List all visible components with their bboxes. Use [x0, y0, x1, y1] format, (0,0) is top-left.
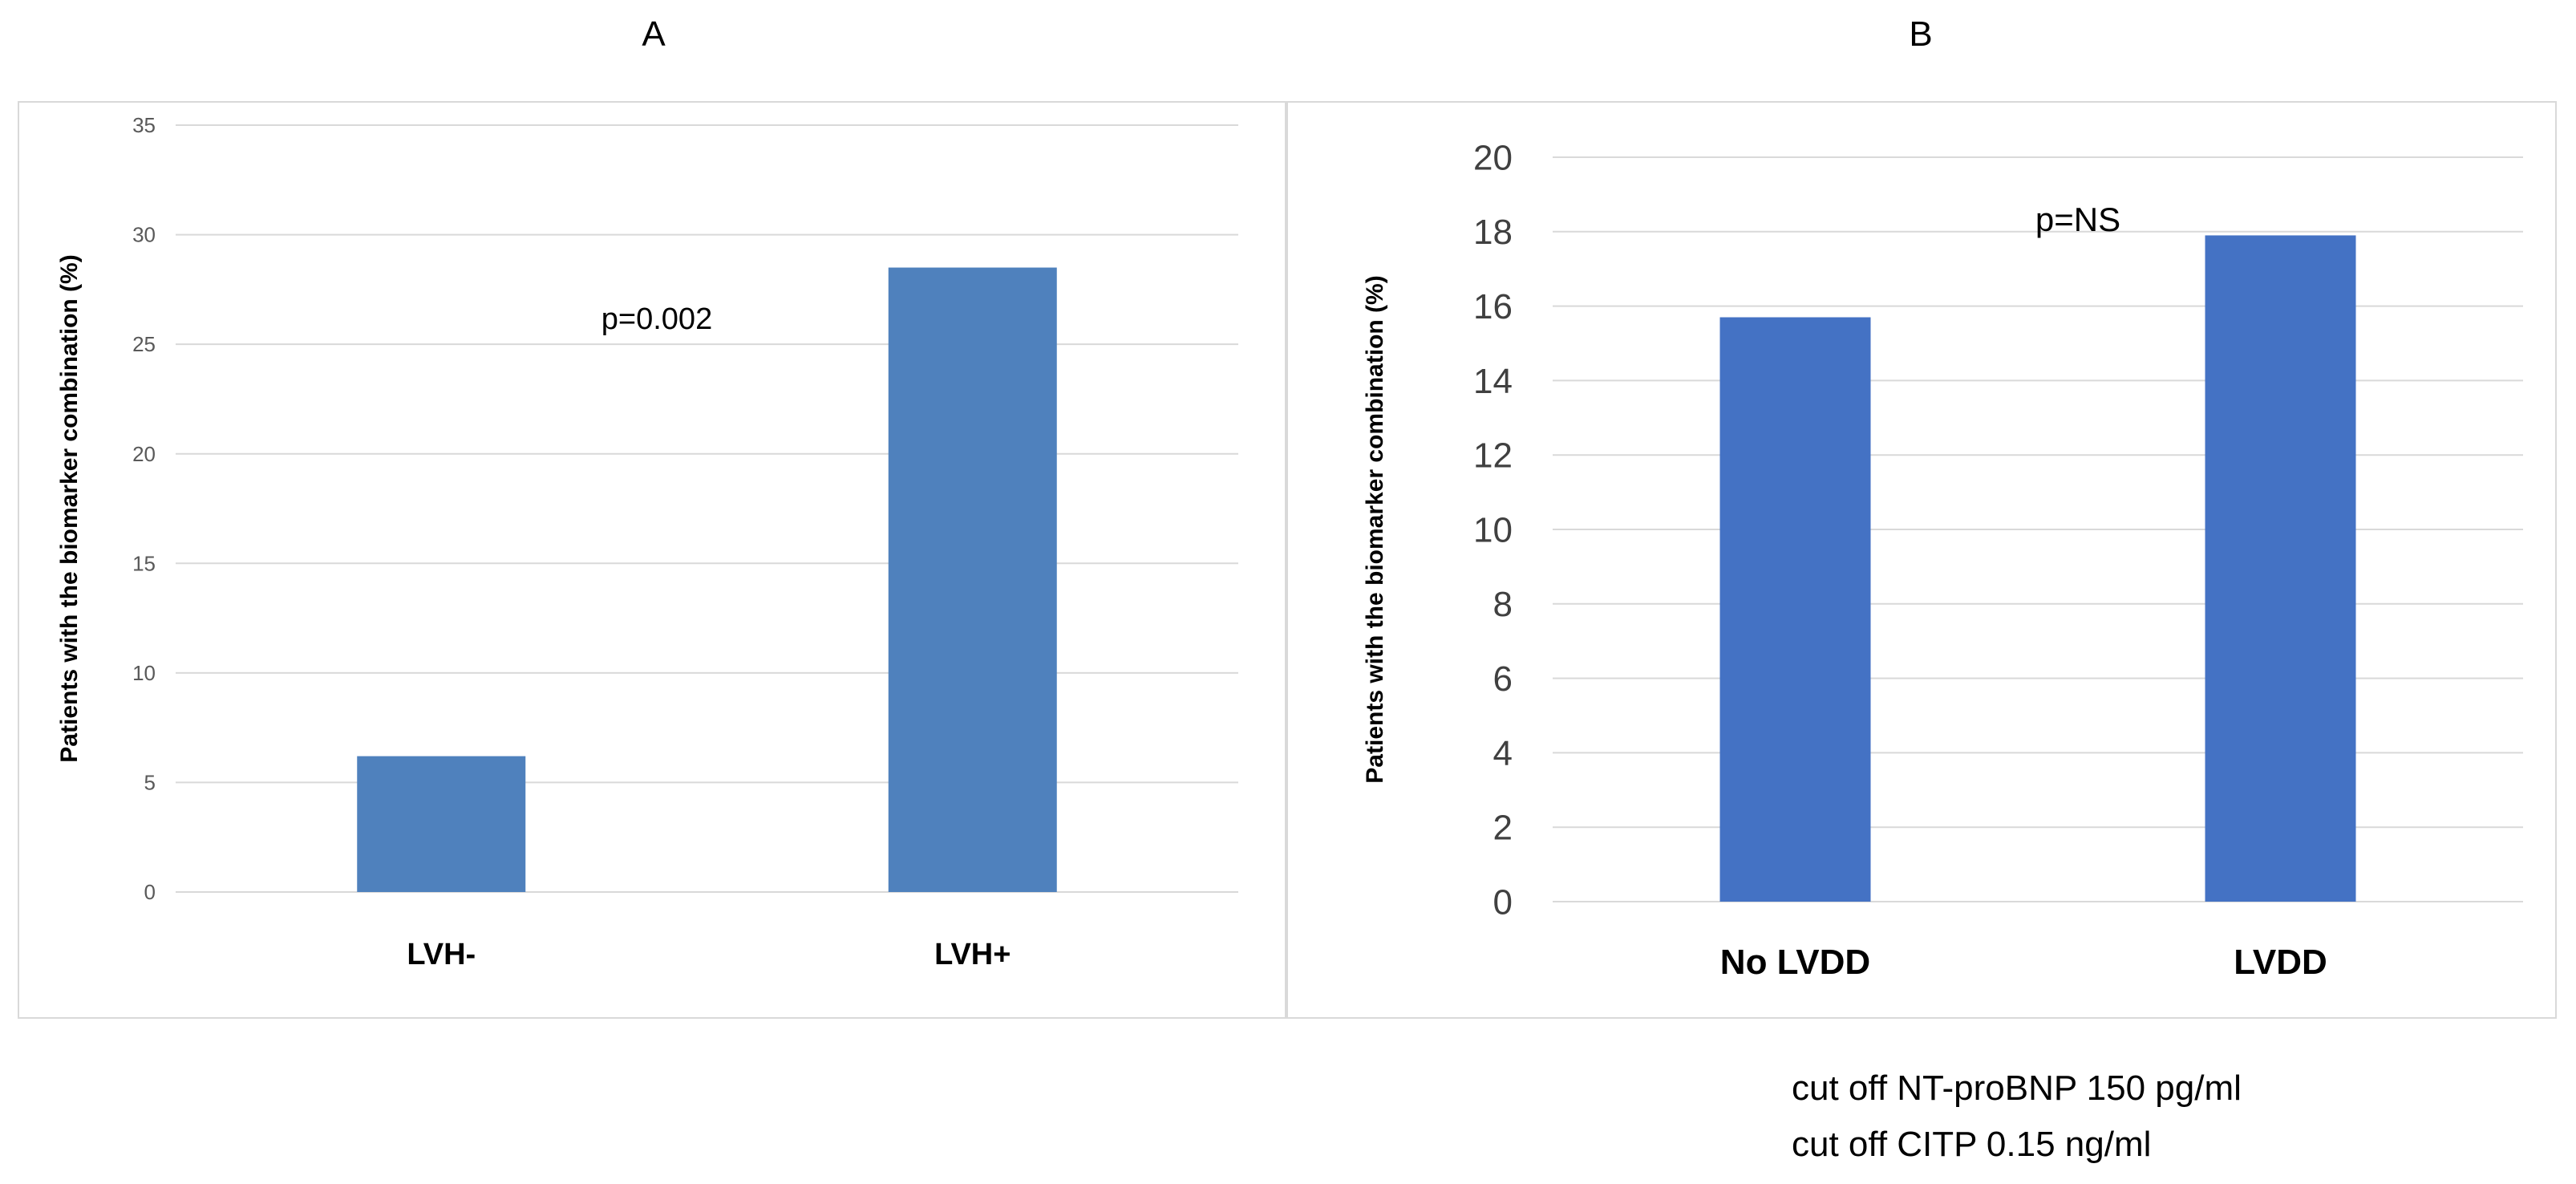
chart-b-ytick-label: 18: [1473, 213, 1513, 252]
chart-a-ytick-label: 0: [144, 880, 156, 904]
chart-b-bar: [1719, 317, 1871, 902]
chart-a-ytick-label: 30: [132, 223, 156, 247]
chart-b-category-label: LVDD: [2234, 943, 2327, 982]
chart-a-frame: 0 5 10 15 20 25 30 35 LVH- LVH+ Patients with the …: [18, 101, 1286, 1019]
chart-b-ytick-label: 10: [1473, 510, 1513, 549]
chart-a: 0 5 10 15 20 25 30 35 LVH- LVH+ Patients with the …: [56, 113, 1238, 971]
chart-a-ytick-label: 35: [132, 113, 156, 137]
chart-b-ytick-label: 2: [1493, 809, 1513, 848]
cutoff-note-ntprobnp: cut off NT-proBNP 150 pg/ml: [1792, 1068, 2242, 1108]
chart-a-ytick-label: 10: [132, 661, 156, 685]
chart-b-ytick-label: 4: [1493, 734, 1513, 773]
chart-a-bar: [357, 756, 526, 892]
chart-b-category-label: No LVDD: [1720, 943, 1870, 982]
chart-b-ytick-label: 20: [1473, 138, 1513, 177]
chart-a-bar: [888, 267, 1057, 892]
chart-b-ytick-label: 16: [1473, 287, 1513, 326]
chart-a-ytick-label: 20: [132, 442, 156, 466]
chart-a-ytick-label: 5: [144, 771, 156, 795]
chart-b-bar: [2205, 235, 2356, 902]
panel-label-b: B: [1909, 14, 1933, 54]
chart-a-category-label: LVH-: [407, 938, 476, 971]
chart-b: 0 2 4 6 8 10 12 14 16 18 20 No LVDD LVDD Patients wit…: [1362, 138, 2523, 982]
chart-a-ytick-label: 25: [132, 332, 156, 356]
chart-b-ytick-label: 12: [1473, 436, 1513, 476]
chart-b-frame: 0 2 4 6 8 10 12 14 16 18 20 No LVDD LVDD Patients wit…: [1286, 101, 2557, 1019]
chart-a-ylabel: Patients with the biomarker combination …: [56, 254, 83, 762]
panel-label-a: A: [642, 14, 666, 54]
chart-a-ytick-label: 15: [132, 551, 156, 575]
cutoff-notes: cut off NT-proBNP 150 pg/ml cut off CITP…: [1792, 1060, 2242, 1173]
cutoff-note-citp: cut off CITP 0.15 ng/ml: [1792, 1125, 2152, 1164]
chart-b-ytick-label: 8: [1493, 585, 1513, 624]
chart-b-ytick-label: 6: [1493, 659, 1513, 699]
chart-a-pvalue-annotation: p=0.002: [601, 302, 712, 336]
chart-b-ytick-label: 0: [1493, 882, 1513, 922]
chart-b-pvalue-annotation: p=NS: [2035, 201, 2120, 238]
chart-b-ytick-label: 14: [1473, 362, 1513, 401]
chart-a-category-label: LVH+: [934, 938, 1011, 971]
chart-b-ylabel: Patients with the biomarker combination …: [1362, 275, 1388, 783]
